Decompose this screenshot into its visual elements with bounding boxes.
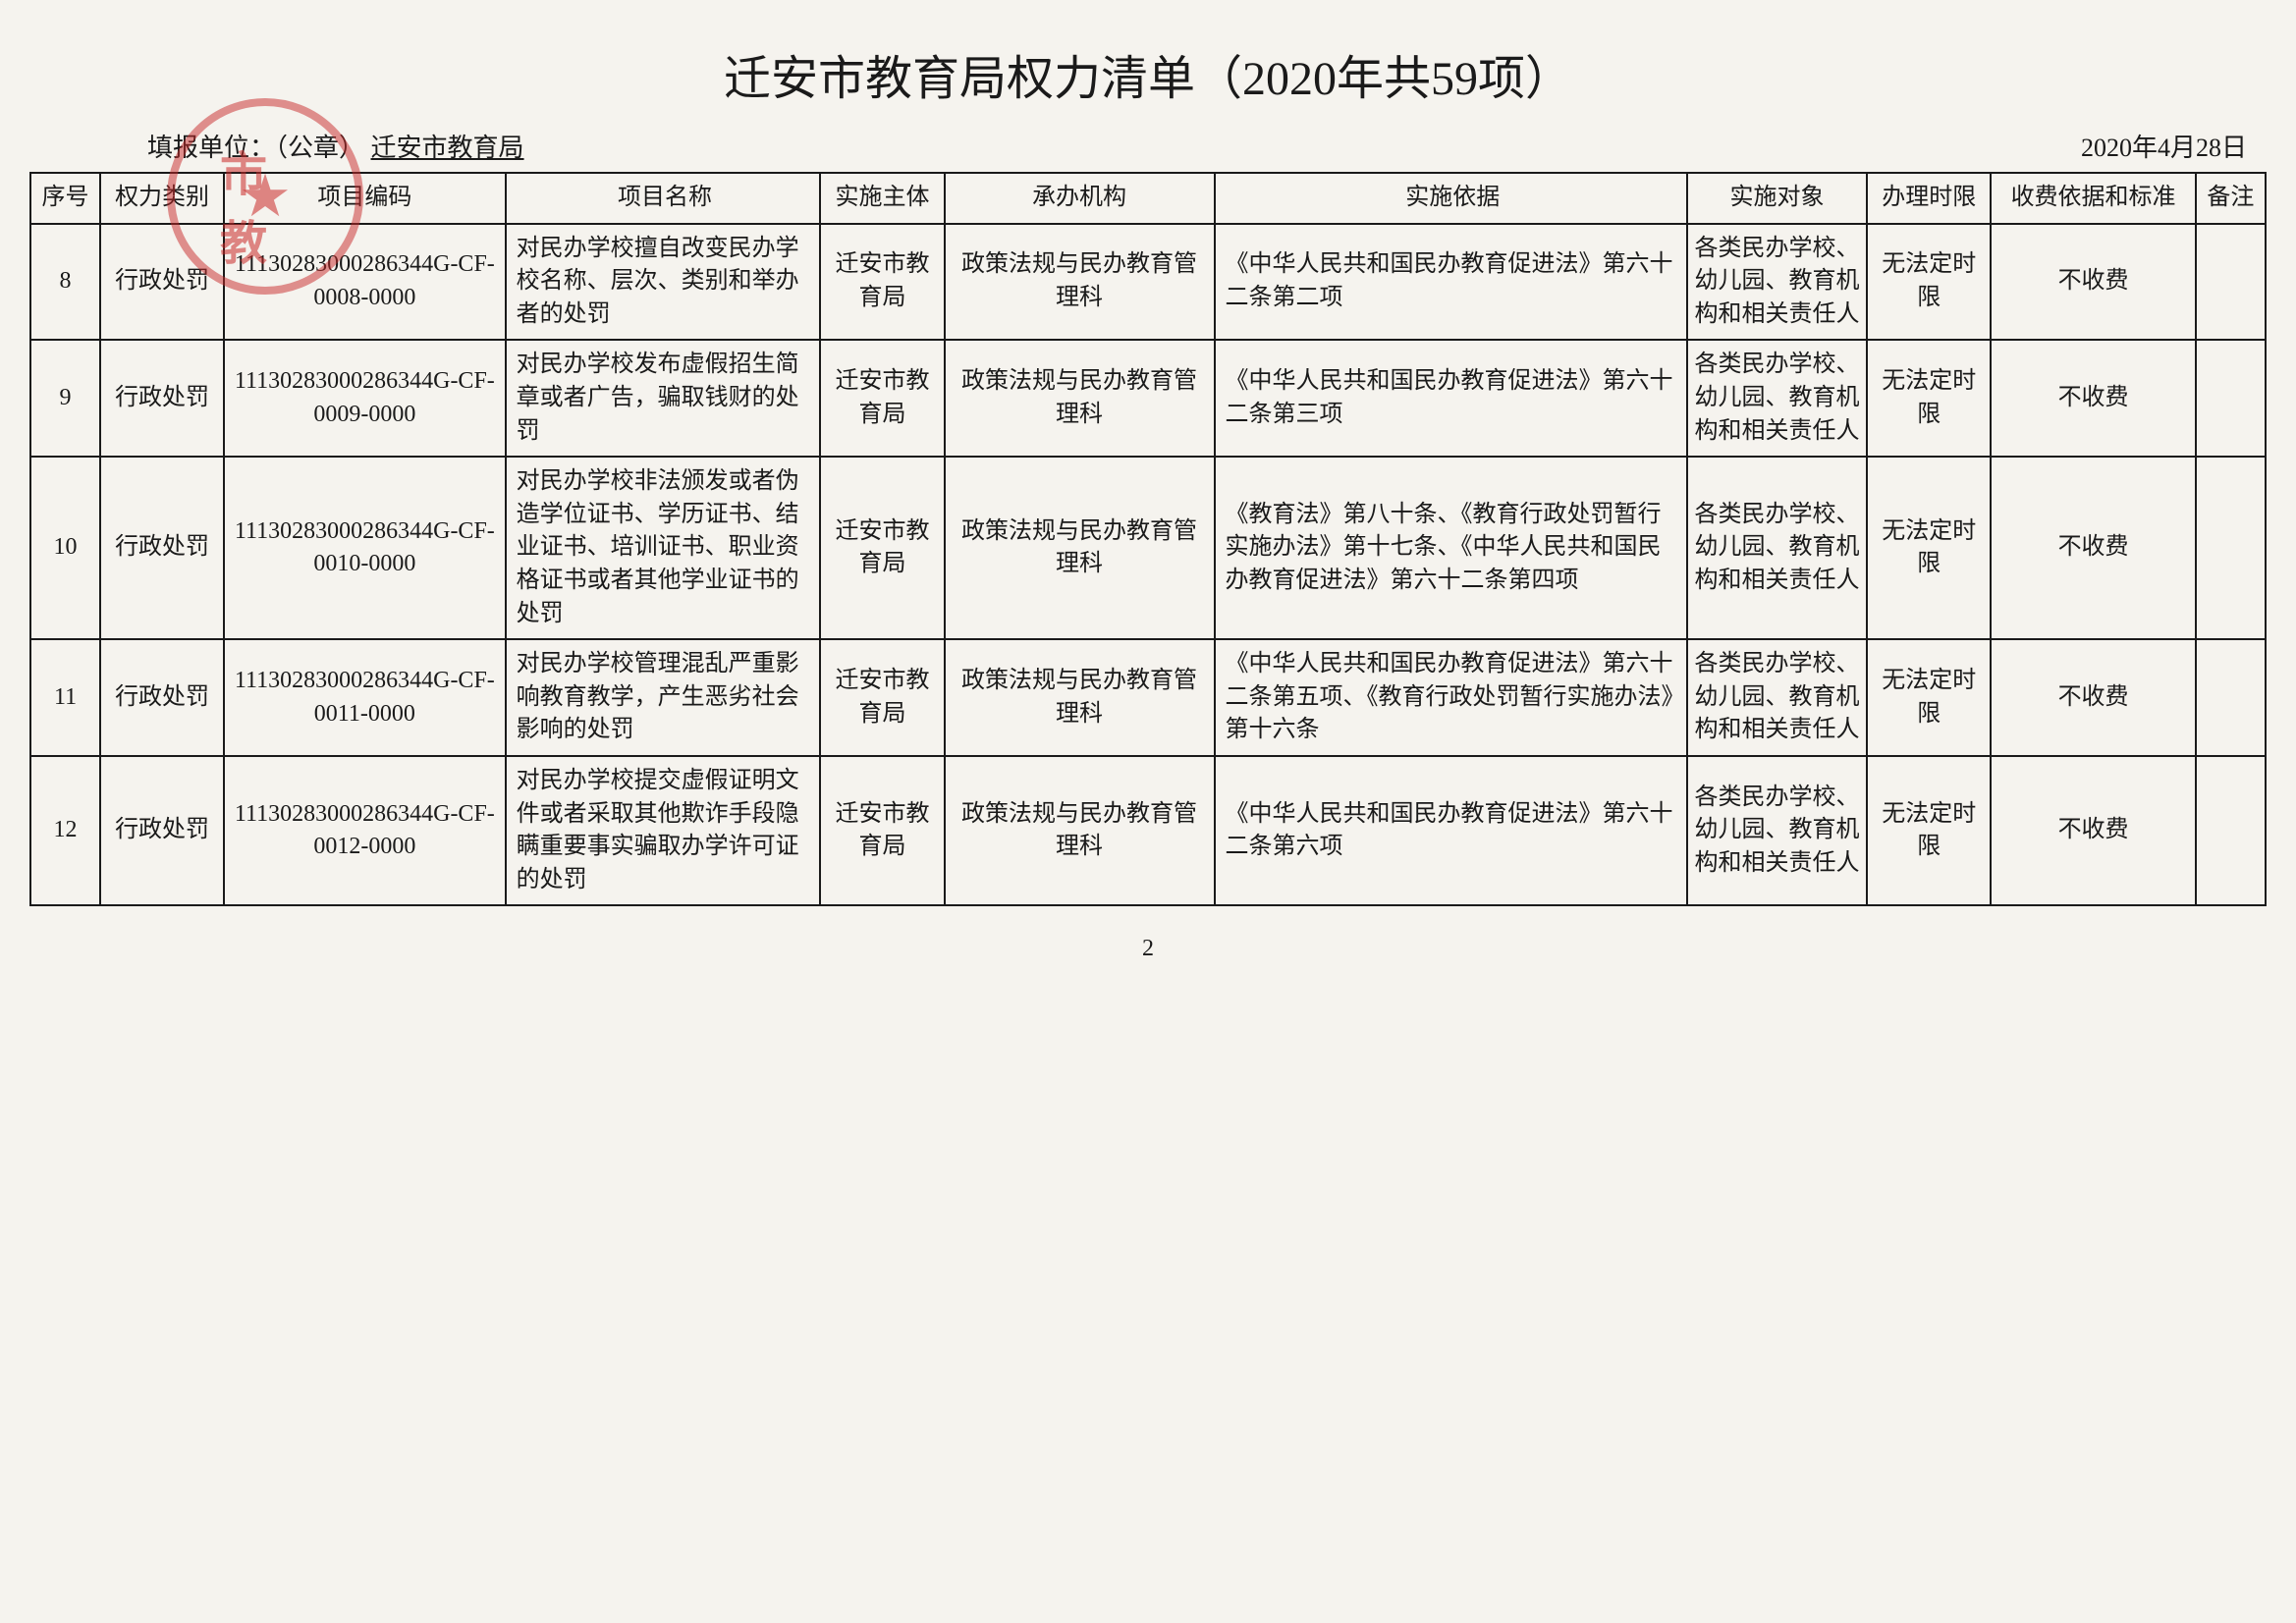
cell-code: 11130283000286344G-CF-0010-0000 [224,457,506,639]
cell-target: 各类民办学校、幼儿园、教育机构和相关责任人 [1687,639,1867,756]
cell-time: 无法定时限 [1867,457,1991,639]
cell-fee: 不收费 [1991,340,2196,457]
cell-type: 行政处罚 [100,457,224,639]
col-time: 办理时限 [1867,173,1991,224]
cell-code: 11130283000286344G-CF-0011-0000 [224,639,506,756]
table-row: 11 行政处罚 11130283000286344G-CF-0011-0000 … [30,639,2266,756]
col-seq: 序号 [30,173,100,224]
cell-time: 无法定时限 [1867,340,1991,457]
cell-body: 迁安市教育局 [820,756,944,905]
cell-agency: 政策法规与民办教育管理科 [945,457,1215,639]
cell-basis: 《教育法》第八十条、《教育行政处罚暂行实施办法》第十七条、《中华人民共和国民办教… [1215,457,1687,639]
table-body: 8 行政处罚 11130283000286344G-CF-0008-0000 对… [30,224,2266,906]
cell-agency: 政策法规与民办教育管理科 [945,756,1215,905]
cell-fee: 不收费 [1991,756,2196,905]
col-note: 备注 [2196,173,2266,224]
cell-code: 11130283000286344G-CF-0008-0000 [224,224,506,341]
cell-name: 对民办学校发布虚假招生简章或者广告，骗取钱财的处罚 [506,340,821,457]
cell-time: 无法定时限 [1867,224,1991,341]
col-fee: 收费依据和标准 [1991,173,2196,224]
cell-name: 对民办学校提交虚假证明文件或者采取其他欺诈手段隐瞒重要事实骗取办学许可证的处罚 [506,756,821,905]
report-date: 2020年4月28日 [2081,128,2247,164]
col-agency: 承办机构 [945,173,1215,224]
col-body: 实施主体 [820,173,944,224]
cell-body: 迁安市教育局 [820,639,944,756]
col-code: 项目编码 [224,173,506,224]
cell-note [2196,457,2266,639]
cell-body: 迁安市教育局 [820,457,944,639]
cell-type: 行政处罚 [100,756,224,905]
cell-target: 各类民办学校、幼儿园、教育机构和相关责任人 [1687,756,1867,905]
col-target: 实施对象 [1687,173,1867,224]
cell-note [2196,756,2266,905]
cell-fee: 不收费 [1991,457,2196,639]
cell-note [2196,340,2266,457]
cell-target: 各类民办学校、幼儿园、教育机构和相关责任人 [1687,340,1867,457]
table-header-row: 序号 权力类别 项目编码 项目名称 实施主体 承办机构 实施依据 实施对象 办理… [30,173,2266,224]
cell-seq: 10 [30,457,100,639]
cell-fee: 不收费 [1991,639,2196,756]
cell-name: 对民办学校擅自改变民办学校名称、层次、类别和举办者的处罚 [506,224,821,341]
cell-agency: 政策法规与民办教育管理科 [945,340,1215,457]
reporting-unit: 填报单位：（公章） 迁安市教育局 [147,128,524,164]
cell-name: 对民办学校管理混乱严重影响教育教学，产生恶劣社会影响的处罚 [506,639,821,756]
cell-agency: 政策法规与民办教育管理科 [945,639,1215,756]
table-row: 8 行政处罚 11130283000286344G-CF-0008-0000 对… [30,224,2266,341]
cell-seq: 9 [30,340,100,457]
unit-name: 迁安市教育局 [371,134,524,162]
header-meta: 填报单位：（公章） 迁安市教育局 2020年4月28日 [29,128,2267,164]
cell-code: 11130283000286344G-CF-0012-0000 [224,756,506,905]
cell-seq: 12 [30,756,100,905]
cell-type: 行政处罚 [100,340,224,457]
cell-basis: 《中华人民共和国民办教育促进法》第六十二条第五项、《教育行政处罚暂行实施办法》第… [1215,639,1687,756]
cell-fee: 不收费 [1991,224,2196,341]
cell-basis: 《中华人民共和国民办教育促进法》第六十二条第三项 [1215,340,1687,457]
cell-agency: 政策法规与民办教育管理科 [945,224,1215,341]
cell-note [2196,639,2266,756]
cell-target: 各类民办学校、幼儿园、教育机构和相关责任人 [1687,457,1867,639]
page-number: 2 [29,936,2267,962]
col-type: 权力类别 [100,173,224,224]
cell-basis: 《中华人民共和国民办教育促进法》第六十二条第二项 [1215,224,1687,341]
table-row: 9 行政处罚 11130283000286344G-CF-0009-0000 对… [30,340,2266,457]
unit-label: 填报单位：（公章） [147,134,364,162]
cell-body: 迁安市教育局 [820,340,944,457]
cell-name: 对民办学校非法颁发或者伪造学位证书、学历证书、结业证书、培训证书、职业资格证书或… [506,457,821,639]
cell-type: 行政处罚 [100,639,224,756]
cell-time: 无法定时限 [1867,756,1991,905]
cell-basis: 《中华人民共和国民办教育促进法》第六十二条第六项 [1215,756,1687,905]
cell-seq: 8 [30,224,100,341]
power-list-table: 序号 权力类别 项目编码 项目名称 实施主体 承办机构 实施依据 实施对象 办理… [29,172,2267,906]
cell-time: 无法定时限 [1867,639,1991,756]
cell-seq: 11 [30,639,100,756]
table-row: 12 行政处罚 11130283000286344G-CF-0012-0000 … [30,756,2266,905]
cell-target: 各类民办学校、幼儿园、教育机构和相关责任人 [1687,224,1867,341]
table-row: 10 行政处罚 11130283000286344G-CF-0010-0000 … [30,457,2266,639]
cell-body: 迁安市教育局 [820,224,944,341]
col-name: 项目名称 [506,173,821,224]
col-basis: 实施依据 [1215,173,1687,224]
page-title: 迁安市教育局权力清单（2020年共59项） [29,39,2267,108]
cell-code: 11130283000286344G-CF-0009-0000 [224,340,506,457]
cell-type: 行政处罚 [100,224,224,341]
cell-note [2196,224,2266,341]
